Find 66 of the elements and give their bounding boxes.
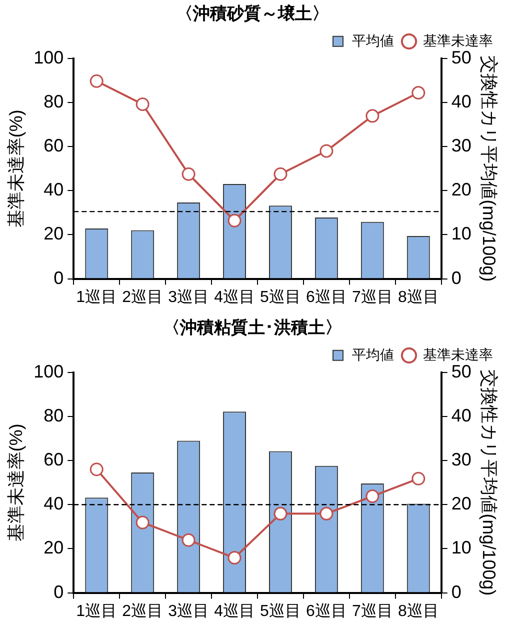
y2-tick-label: 50 (451, 47, 472, 68)
point (274, 506, 288, 520)
y-tick-label: 0 (54, 582, 64, 602)
x-tick-label: 3巡目 (168, 288, 210, 306)
point (228, 214, 242, 228)
point (412, 86, 426, 100)
y2-tick-label: 20 (451, 494, 472, 514)
y-tick-label: 20 (44, 224, 64, 244)
x-tick-label: 1巡目 (76, 602, 118, 620)
y2-tick-label: 30 (451, 136, 472, 156)
y-tick-label: 60 (44, 136, 64, 156)
x-tick-label: 4巡目 (214, 602, 255, 620)
x-tick-label: 7巡目 (352, 288, 393, 306)
chart-title: 〈沖積砂質～壌土〉 (176, 4, 329, 23)
point (412, 472, 426, 486)
x-tick-label: 1巡目 (76, 288, 118, 306)
y-tick-label: 100 (34, 361, 64, 382)
point (90, 74, 104, 88)
point (182, 167, 196, 181)
y2-tick-label: 40 (451, 91, 472, 112)
y-tick-label: 100 (34, 47, 64, 68)
y2-tick-label: 0 (451, 268, 462, 288)
x-tick-label: 3巡目 (168, 602, 210, 620)
point (320, 144, 334, 158)
x-tick-label: 8巡目 (398, 602, 439, 620)
point (136, 97, 150, 111)
point (90, 462, 104, 476)
legend-label: 平均値 (352, 32, 394, 48)
x-tick-label: 8巡目 (398, 288, 439, 306)
x-tick-label: 6巡目 (306, 288, 347, 306)
y-tick-label: 60 (44, 450, 64, 470)
y-tick-label: 80 (44, 91, 64, 112)
point (366, 490, 380, 504)
legend-label: 基準未達率 (423, 346, 493, 362)
point (228, 551, 242, 565)
x-tick-label: 5巡目 (260, 602, 301, 620)
x-tick-label: 7巡目 (352, 602, 393, 620)
y2-tick-label: 50 (451, 361, 472, 382)
y-tick-label: 40 (44, 180, 64, 200)
point (274, 167, 288, 181)
y2-tick-label: 40 (451, 405, 472, 426)
legend-label: 基準未達率 (423, 32, 493, 48)
y-axis-title: 基準未達率(%) (6, 424, 26, 542)
y2-tick-label: 20 (451, 180, 472, 200)
point (320, 506, 334, 520)
y-tick-label: 40 (44, 494, 64, 514)
point (136, 516, 150, 530)
x-tick-label: 2巡目 (122, 602, 164, 620)
y2-tick-label: 10 (451, 224, 472, 244)
y-tick-label: 0 (54, 268, 64, 288)
y2-axis-title: 交換性カリ平均値(mg/100g) (479, 370, 500, 596)
x-tick-label: 4巡目 (214, 288, 255, 306)
y-tick-label: 20 (44, 538, 64, 558)
point (366, 109, 380, 123)
legend-label: 平均値 (352, 346, 394, 362)
x-tick-label: 6巡目 (306, 602, 347, 620)
x-tick-label: 2巡目 (122, 288, 164, 306)
y-tick-label: 80 (44, 405, 64, 426)
x-tick-label: 5巡目 (260, 288, 301, 306)
y2-tick-label: 30 (451, 450, 472, 470)
y2-axis-title: 交換性カリ平均値(mg/100g) (479, 56, 500, 282)
point (182, 533, 196, 547)
y2-tick-label: 10 (451, 538, 472, 558)
chart-title: 〈沖積粘質土･洪積土〉 (163, 318, 342, 337)
y-axis-title: 基準未達率(%) (6, 110, 26, 228)
y2-tick-label: 0 (451, 582, 462, 602)
